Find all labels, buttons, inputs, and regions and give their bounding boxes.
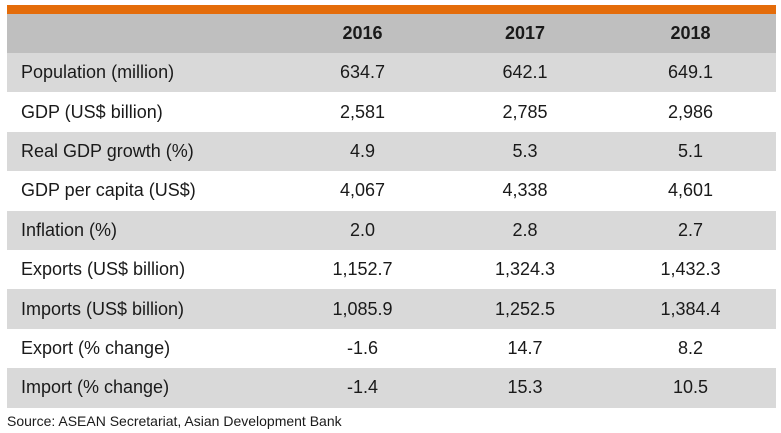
cell-2017: 2,785 — [502, 101, 548, 122]
cell-2018: 8.2 — [677, 337, 704, 358]
table-row: Import (% change) -1.4 15.3 10.5 — [7, 368, 776, 408]
table-row: Imports (US$ billion) 1,085.9 1,252.5 1,… — [7, 289, 776, 329]
cell-2017: 642.1 — [502, 62, 548, 83]
cell-2016: 2,581 — [339, 101, 386, 122]
cell-2018: 10.5 — [672, 377, 709, 398]
cell-2018: 1,384.4 — [660, 298, 721, 319]
cell-2017: 2.8 — [512, 219, 538, 240]
cell-2018: 2.7 — [677, 219, 704, 240]
cell-2017: 15.3 — [507, 377, 543, 398]
accent-bar — [7, 5, 776, 14]
row-label: Real GDP growth (%) — [21, 140, 194, 161]
cell-2016: 1,085.9 — [332, 298, 393, 319]
cell-2017: 4,338 — [502, 180, 548, 201]
economic-indicators-table-container: 2016 2017 2018 Population (million) 634.… — [7, 5, 776, 408]
cell-2016: 4.9 — [349, 140, 376, 161]
header-year-2018: 2018 — [670, 23, 711, 43]
row-label: GDP (US$ billion) — [21, 101, 163, 122]
source-note: Source: ASEAN Secretariat, Asian Develop… — [7, 413, 342, 429]
header-label-cell — [7, 14, 280, 53]
row-label: Population (million) — [21, 62, 175, 83]
row-label: Exports (US$ billion) — [21, 259, 186, 280]
table-row: GDP (US$ billion) 2,581 2,785 2,986 — [7, 92, 776, 132]
row-label: GDP per capita (US$) — [21, 180, 196, 201]
header-year-2017: 2017 — [504, 23, 546, 43]
cell-2016: -1.4 — [346, 377, 379, 398]
table-row: Population (million) 634.7 642.1 649.1 — [7, 53, 776, 93]
cell-2016: 2.0 — [349, 219, 376, 240]
row-label: Import (% change) — [21, 377, 170, 398]
table-row: Real GDP growth (%) 4.9 5.3 5.1 — [7, 131, 776, 172]
table-row: Inflation (%) 2.0 2.8 2.7 — [7, 210, 776, 250]
table-header-row: 2016 2017 2018 — [7, 14, 776, 53]
cell-2017: 1,324.3 — [494, 259, 556, 280]
row-label: Imports (US$ billion) — [21, 298, 185, 319]
cell-2016: 1,152.7 — [332, 259, 393, 280]
cell-2018: 1,432.3 — [660, 259, 721, 280]
table-row: Exports (US$ billion) 1,152.7 1,324.3 1,… — [7, 249, 776, 290]
table-row: GDP per capita (US$) 4,067 4,338 4,601 — [7, 171, 776, 211]
cell-2016: -1.6 — [346, 337, 379, 358]
header-year-2016: 2016 — [342, 23, 383, 43]
cell-2016: 634.7 — [339, 62, 386, 83]
cell-2017: 1,252.5 — [494, 298, 556, 319]
cell-2018: 2,986 — [667, 101, 714, 122]
cell-2018: 5.1 — [677, 140, 704, 161]
row-label: Export (% change) — [21, 337, 171, 358]
economic-indicators-table: 2016 2017 2018 Population (million) 634.… — [7, 14, 776, 408]
row-label: Inflation (%) — [21, 219, 118, 240]
table-row: Export (% change) -1.6 14.7 8.2 — [7, 328, 776, 369]
cell-2017: 14.7 — [507, 337, 543, 358]
cell-2017: 5.3 — [512, 140, 538, 161]
cell-2018: 649.1 — [667, 62, 714, 83]
cell-2018: 4,601 — [667, 180, 714, 201]
cell-2016: 4,067 — [339, 180, 386, 201]
